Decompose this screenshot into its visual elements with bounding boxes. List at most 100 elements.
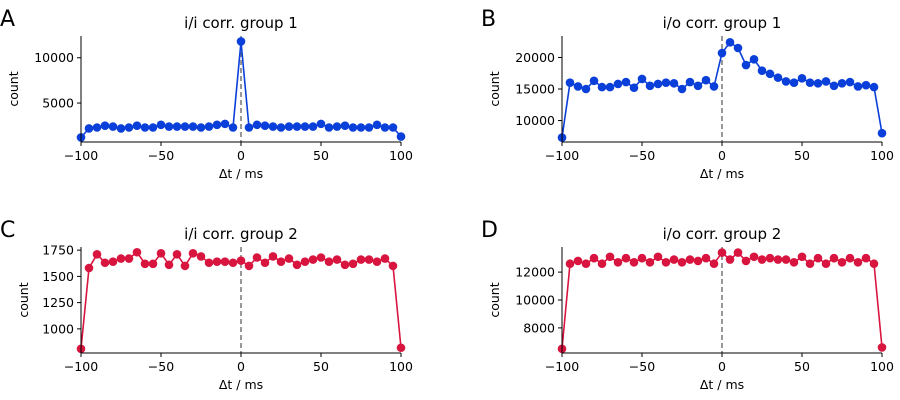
data-point bbox=[749, 252, 759, 262]
data-point bbox=[781, 255, 791, 264]
x-axis-label: Δt / ms bbox=[700, 166, 744, 181]
data-point bbox=[148, 123, 158, 132]
data-point bbox=[292, 260, 302, 270]
data-point bbox=[204, 258, 214, 268]
data-point bbox=[645, 81, 655, 91]
data-point bbox=[396, 132, 406, 141]
data-point bbox=[244, 123, 254, 132]
panel-letter: A bbox=[0, 7, 15, 32]
x-tick-label: −100 bbox=[64, 148, 98, 163]
data-point bbox=[396, 343, 406, 353]
data-point bbox=[701, 253, 711, 263]
y-tick-label: 12000 bbox=[515, 265, 555, 280]
data-point bbox=[276, 123, 286, 132]
data-point bbox=[749, 55, 759, 64]
data-point bbox=[877, 128, 887, 138]
data-point bbox=[813, 79, 823, 88]
data-point bbox=[565, 259, 575, 269]
data-point bbox=[821, 259, 831, 269]
data-point bbox=[781, 77, 791, 86]
x-tick-label: 0 bbox=[237, 359, 245, 374]
data-point bbox=[661, 78, 671, 87]
data-point bbox=[300, 257, 310, 266]
data-point bbox=[613, 79, 623, 89]
data-point bbox=[92, 123, 102, 132]
data-point bbox=[589, 253, 599, 263]
data-point bbox=[637, 253, 647, 263]
data-point bbox=[581, 259, 591, 269]
x-tick-label: −50 bbox=[629, 359, 655, 374]
data-point bbox=[148, 259, 158, 269]
data-point bbox=[340, 260, 350, 270]
data-point bbox=[124, 254, 134, 263]
data-point bbox=[677, 258, 687, 267]
data-point bbox=[565, 78, 575, 87]
data-point bbox=[629, 258, 639, 267]
data-point bbox=[212, 257, 222, 266]
data-point bbox=[348, 123, 358, 132]
data-point bbox=[156, 248, 166, 258]
data-point bbox=[340, 121, 350, 130]
data-point bbox=[228, 123, 238, 132]
data-point bbox=[356, 255, 366, 264]
data-point bbox=[733, 248, 743, 257]
y-tick-label: 8000 bbox=[523, 320, 555, 335]
x-tick-label: 100 bbox=[389, 359, 413, 374]
data-point bbox=[605, 252, 615, 262]
data-point bbox=[212, 120, 222, 130]
data-point bbox=[621, 77, 631, 87]
data-point bbox=[741, 256, 751, 266]
data-point bbox=[765, 69, 775, 79]
data-point bbox=[621, 253, 631, 263]
data-point bbox=[348, 259, 358, 269]
data-point bbox=[709, 82, 719, 91]
data-point bbox=[877, 343, 887, 352]
data-point bbox=[140, 259, 150, 269]
chart-title: i/o corr. group 1 bbox=[663, 14, 782, 32]
data-point bbox=[196, 123, 206, 132]
data-point bbox=[693, 256, 703, 266]
data-point bbox=[853, 82, 863, 91]
chart-title: i/i corr. group 1 bbox=[184, 14, 298, 32]
data-point bbox=[100, 121, 110, 130]
y-axis-label: count bbox=[487, 282, 502, 317]
data-point bbox=[845, 253, 855, 263]
x-tick-label: 0 bbox=[237, 148, 245, 163]
data-point bbox=[300, 122, 310, 131]
data-point bbox=[236, 37, 246, 46]
data-point bbox=[773, 255, 783, 264]
data-point bbox=[821, 77, 831, 86]
data-point bbox=[581, 84, 591, 94]
y-tick-label: 10000 bbox=[34, 50, 74, 65]
data-point bbox=[132, 247, 142, 257]
data-point bbox=[805, 78, 815, 87]
data-point bbox=[829, 81, 839, 91]
data-point bbox=[813, 253, 823, 263]
data-point bbox=[372, 257, 382, 266]
data-point bbox=[180, 261, 190, 271]
y-tick-label: 10000 bbox=[515, 113, 555, 128]
x-tick-label: 50 bbox=[794, 148, 810, 163]
data-point bbox=[116, 124, 126, 133]
x-axis-label: Δt / ms bbox=[219, 166, 263, 181]
data-point bbox=[669, 79, 679, 88]
data-point bbox=[757, 255, 767, 264]
data-point bbox=[645, 258, 655, 267]
data-point bbox=[853, 258, 863, 267]
data-point bbox=[284, 122, 294, 131]
data-point bbox=[717, 248, 727, 257]
data-point bbox=[372, 120, 382, 130]
data-point bbox=[188, 122, 198, 131]
data-point bbox=[188, 248, 198, 258]
data-point bbox=[316, 253, 326, 262]
data-point bbox=[597, 82, 607, 92]
data-point bbox=[677, 84, 687, 94]
data-point bbox=[252, 120, 262, 130]
data-point bbox=[661, 258, 671, 267]
y-tick-label: 5000 bbox=[42, 96, 74, 111]
x-tick-label: −50 bbox=[148, 359, 174, 374]
data-point bbox=[364, 255, 374, 264]
data-point bbox=[869, 259, 879, 269]
